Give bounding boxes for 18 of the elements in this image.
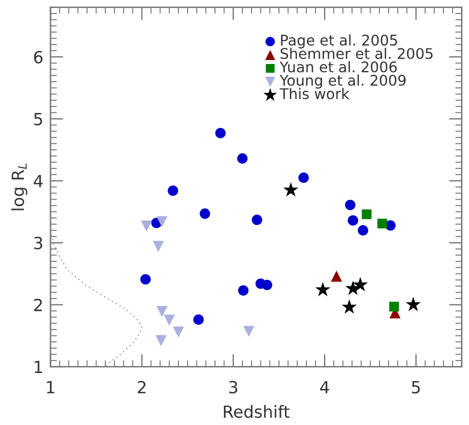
x-tick-label: 3 — [229, 380, 238, 394]
legend-label: Yuan et al. 2006 — [280, 61, 397, 72]
legend-label: Shemmer et al. 2005 — [280, 48, 433, 60]
x-tick-label: 5 — [412, 381, 420, 394]
legend-label: Page et al. 2005 — [281, 34, 398, 48]
y-tick-label: 3 — [34, 236, 42, 250]
legend-label: This work — [280, 88, 350, 100]
y-tick-label: 2 — [34, 298, 42, 312]
x-tick-label: 4 — [320, 381, 329, 394]
x-tick-label: 2 — [138, 380, 146, 394]
x-tick-label: 1 — [47, 381, 54, 394]
y-tick-label: 5 — [34, 113, 42, 126]
y-axis-title: log R$_{L}$ — [11, 164, 28, 210]
y-tick-label: 4 — [34, 174, 43, 188]
legend-label: Young et al. 2009 — [280, 74, 406, 89]
x-axis-title: Redshift — [224, 405, 290, 418]
y-tick-label: 1 — [34, 360, 42, 374]
y-tick-label: 6 — [34, 50, 43, 64]
